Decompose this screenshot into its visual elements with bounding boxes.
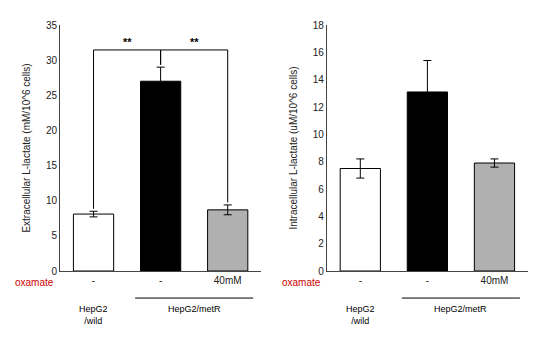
svg-text:18: 18 bbox=[313, 20, 325, 31]
svg-text:0: 0 bbox=[51, 266, 57, 277]
svg-text:**: ** bbox=[123, 36, 132, 48]
svg-text:oxamate: oxamate bbox=[15, 277, 54, 288]
svg-text:**: ** bbox=[190, 36, 199, 48]
svg-text:HepG2/metR: HepG2/metR bbox=[168, 304, 221, 314]
svg-text:10: 10 bbox=[313, 129, 325, 140]
svg-text:HepG2/wild: HepG2/wild bbox=[346, 304, 375, 326]
svg-text:HepG2/metR: HepG2/metR bbox=[434, 304, 487, 314]
svg-text:16: 16 bbox=[313, 47, 325, 58]
svg-text:2: 2 bbox=[318, 238, 324, 249]
svg-text:10: 10 bbox=[46, 195, 58, 206]
svg-text:4: 4 bbox=[318, 211, 324, 222]
svg-text:35: 35 bbox=[46, 20, 58, 31]
svg-text:20: 20 bbox=[46, 125, 58, 136]
svg-text:-: - bbox=[159, 275, 162, 286]
svg-text:-: - bbox=[359, 275, 362, 286]
svg-text:40mM: 40mM bbox=[481, 275, 509, 286]
svg-text:-: - bbox=[426, 275, 429, 286]
svg-text:0: 0 bbox=[318, 266, 324, 277]
svg-text:15: 15 bbox=[46, 160, 58, 171]
svg-text:Intracellular L-lactate (uM/10: Intracellular L-lactate (uM/10^6 cells) bbox=[288, 66, 299, 229]
svg-text:HepG2/wild: HepG2/wild bbox=[79, 304, 108, 326]
svg-text:Extracellular L-lactate (mM/10: Extracellular L-lactate (mM/10^6 cells) bbox=[21, 63, 32, 232]
svg-text:6: 6 bbox=[318, 184, 324, 195]
svg-text:-: - bbox=[92, 275, 95, 286]
svg-text:8: 8 bbox=[318, 156, 324, 167]
svg-text:40mM: 40mM bbox=[214, 275, 242, 286]
svg-text:oxamate: oxamate bbox=[282, 277, 321, 288]
svg-text:14: 14 bbox=[313, 74, 325, 85]
svg-text:5: 5 bbox=[51, 230, 57, 241]
svg-text:25: 25 bbox=[46, 90, 58, 101]
svg-text:12: 12 bbox=[313, 102, 325, 113]
svg-text:30: 30 bbox=[46, 55, 58, 66]
